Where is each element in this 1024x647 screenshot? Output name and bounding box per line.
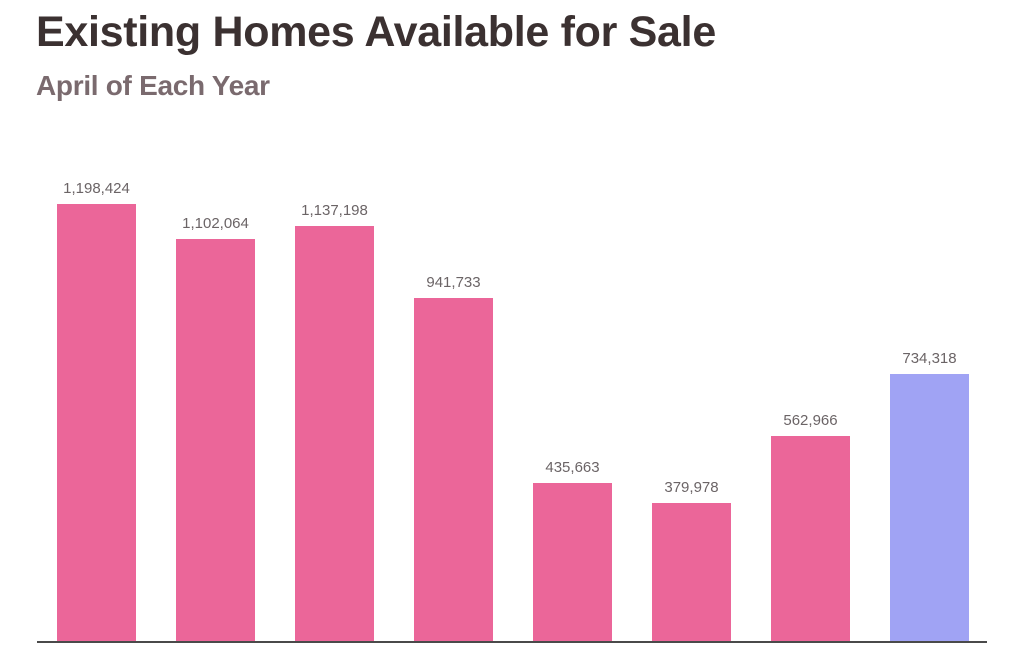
bar <box>533 483 612 642</box>
bar-highlighted <box>890 374 969 642</box>
bar <box>57 204 136 642</box>
bar <box>771 436 850 642</box>
bar <box>414 298 493 642</box>
chart-subtitle: April of Each Year <box>36 70 270 101</box>
x-axis-baseline <box>37 641 987 643</box>
chart-title: Existing Homes Available for Sale <box>36 8 716 56</box>
bar <box>652 503 731 642</box>
bar-value-label: 941,733 <box>426 274 481 291</box>
bar-value-label: 435,663 <box>545 459 600 476</box>
bar-value-label: 562,966 <box>783 412 838 429</box>
bar-value-label: 1,137,198 <box>301 202 368 219</box>
bar-value-label: 734,318 <box>902 350 957 367</box>
bar-value-label: 1,198,424 <box>63 180 130 197</box>
bar <box>295 226 374 642</box>
bar-value-label: 379,978 <box>664 479 719 496</box>
bar <box>176 239 255 642</box>
bar-value-label: 1,102,064 <box>182 215 249 232</box>
